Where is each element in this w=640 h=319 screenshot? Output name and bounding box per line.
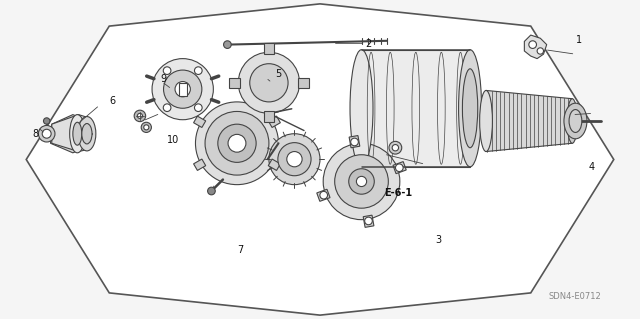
Ellipse shape [175, 82, 190, 97]
Ellipse shape [569, 109, 582, 132]
Ellipse shape [42, 129, 51, 138]
Ellipse shape [365, 217, 372, 225]
Polygon shape [393, 162, 406, 174]
Polygon shape [298, 78, 308, 88]
Text: 7: 7 [237, 245, 243, 255]
Text: 4: 4 [588, 162, 595, 173]
Ellipse shape [463, 69, 477, 148]
Ellipse shape [38, 125, 55, 142]
Ellipse shape [73, 122, 82, 145]
Ellipse shape [278, 143, 311, 176]
Ellipse shape [459, 50, 481, 167]
Ellipse shape [134, 110, 146, 122]
Ellipse shape [323, 143, 400, 220]
Ellipse shape [195, 104, 202, 112]
Ellipse shape [78, 116, 96, 151]
Ellipse shape [392, 145, 399, 151]
Polygon shape [268, 116, 280, 128]
Ellipse shape [195, 102, 278, 185]
Polygon shape [524, 35, 547, 59]
Ellipse shape [396, 164, 403, 172]
Text: 5: 5 [275, 69, 282, 79]
Text: 6: 6 [109, 96, 115, 106]
Polygon shape [229, 78, 240, 88]
Ellipse shape [70, 115, 85, 153]
Polygon shape [179, 83, 186, 95]
Polygon shape [364, 215, 374, 227]
Polygon shape [317, 189, 330, 201]
Ellipse shape [223, 41, 231, 48]
Ellipse shape [287, 152, 302, 167]
Ellipse shape [567, 99, 577, 143]
Polygon shape [486, 91, 572, 152]
Text: 2: 2 [365, 39, 371, 48]
Ellipse shape [537, 48, 543, 54]
Ellipse shape [238, 52, 300, 113]
Ellipse shape [141, 122, 152, 132]
Ellipse shape [163, 104, 171, 112]
Ellipse shape [349, 169, 374, 194]
Ellipse shape [564, 103, 587, 139]
Ellipse shape [164, 70, 202, 108]
Ellipse shape [207, 187, 215, 195]
Ellipse shape [250, 64, 288, 102]
Text: 8: 8 [33, 129, 39, 139]
Text: SDN4-E0712: SDN4-E0712 [548, 292, 601, 300]
Ellipse shape [320, 191, 328, 199]
Text: 1: 1 [575, 35, 582, 45]
Ellipse shape [350, 50, 373, 167]
Ellipse shape [351, 138, 358, 146]
Ellipse shape [269, 134, 320, 185]
Polygon shape [193, 116, 205, 128]
Ellipse shape [356, 176, 367, 187]
Ellipse shape [529, 41, 536, 48]
Ellipse shape [195, 67, 202, 74]
Ellipse shape [152, 59, 213, 120]
Ellipse shape [389, 141, 402, 154]
Polygon shape [51, 115, 76, 153]
Ellipse shape [138, 113, 143, 118]
Ellipse shape [228, 134, 246, 152]
Ellipse shape [82, 123, 92, 144]
Ellipse shape [335, 155, 388, 208]
Text: 3: 3 [435, 235, 441, 246]
Polygon shape [264, 43, 274, 54]
Ellipse shape [163, 67, 171, 74]
Text: 10: 10 [167, 136, 179, 145]
Polygon shape [362, 50, 470, 167]
Polygon shape [264, 111, 274, 122]
Polygon shape [26, 4, 614, 315]
Polygon shape [268, 159, 280, 170]
Ellipse shape [205, 111, 269, 175]
Ellipse shape [144, 125, 149, 130]
Ellipse shape [44, 118, 50, 124]
Ellipse shape [479, 91, 492, 152]
Polygon shape [52, 115, 87, 152]
Text: E-6-1: E-6-1 [384, 188, 412, 198]
Text: 9: 9 [161, 73, 166, 84]
Ellipse shape [218, 124, 256, 162]
Polygon shape [193, 159, 205, 170]
Polygon shape [349, 136, 360, 148]
